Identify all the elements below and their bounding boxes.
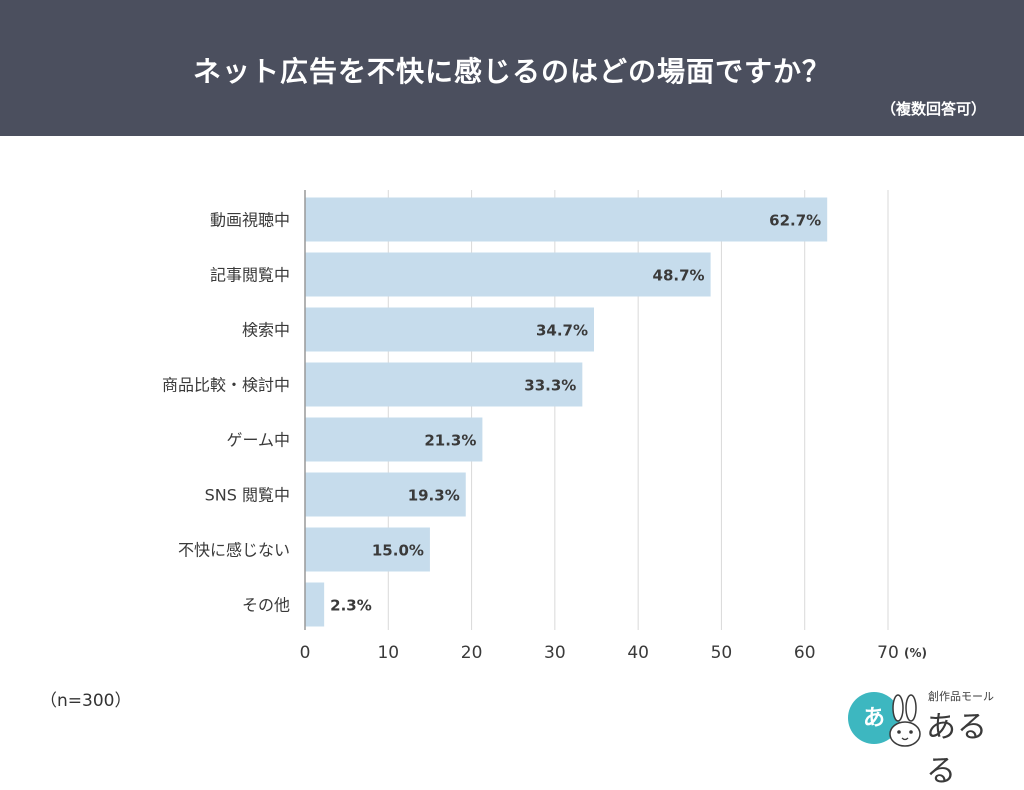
bar-value-label: 15.0% (372, 542, 424, 560)
x-tick-label: 10 (377, 643, 399, 663)
sample-size-note: （n=300） (40, 691, 132, 711)
bar (305, 197, 828, 242)
category-label: SNS 閲覧中 (205, 486, 290, 505)
category-label: ゲーム中 (226, 431, 290, 450)
category-label: 商品比較・検討中 (162, 376, 290, 395)
logo-wordmark: あるる (926, 710, 988, 789)
bar-value-label: 62.7% (769, 212, 821, 230)
x-tick-label: 50 (711, 643, 733, 663)
logo-subtext: 創作品モール (928, 690, 994, 703)
bar-chart: 62.7% 動画視聴中 48.7% 記事閲覧中 34.7% 検索中 33.3% 商品比較・検討… (162, 190, 927, 663)
bar (305, 472, 466, 517)
x-tick-label: 60 (794, 643, 816, 663)
bar-value-label: 19.3% (408, 487, 460, 505)
bar-value-label: 48.7% (653, 267, 705, 285)
bar-value-label: 2.3% (330, 597, 372, 615)
x-tick-label: 70 (877, 643, 899, 663)
category-label: その他 (242, 596, 290, 615)
logo-mark: あ (862, 706, 885, 731)
bar (305, 527, 430, 572)
bar (305, 252, 711, 297)
x-tick-label: 40 (627, 643, 649, 663)
rabbit-icon (889, 694, 921, 747)
bar-value-label: 21.3% (424, 432, 476, 450)
category-label: 不快に感じない (178, 541, 290, 560)
bar-value-label: 33.3% (524, 377, 576, 395)
category-label: 動画視聴中 (210, 211, 290, 230)
category-label: 記事閲覧中 (210, 266, 290, 285)
chart-subtitle: （複数回答可） (880, 100, 986, 118)
x-unit-label: (%) (904, 646, 927, 660)
bar (305, 417, 483, 462)
x-tick-label: 30 (544, 643, 566, 663)
x-tick-label: 20 (461, 643, 483, 663)
chart-title: ネット広告を不快に感じるのはどの場面ですか？ (192, 55, 831, 88)
brand-logo: あ 創作品モール あるる (848, 688, 1008, 789)
bar (305, 362, 583, 407)
category-label: 検索中 (242, 321, 290, 340)
header-banner: ネット広告を不快に感じるのはどの場面ですか？ （複数回答可） (0, 0, 1024, 136)
bar (305, 582, 325, 627)
bar-value-label: 34.7% (536, 322, 588, 340)
x-tick-label: 0 (300, 643, 311, 663)
bar (305, 307, 595, 352)
